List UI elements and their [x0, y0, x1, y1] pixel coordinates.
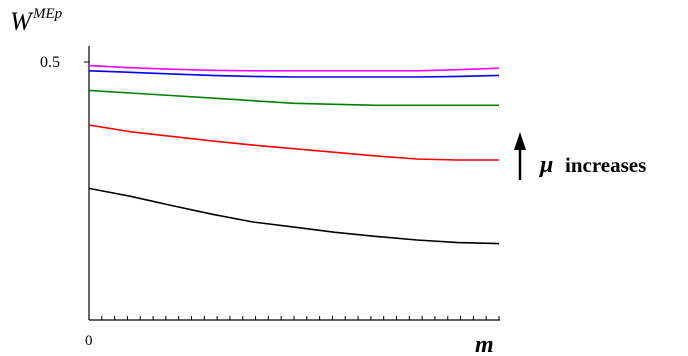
y-axis-label-superscript: MEp — [32, 6, 63, 22]
series-line-1 — [88, 124, 499, 161]
x-minor-ticks — [101, 316, 500, 320]
y-tick-label: 0.5 — [40, 54, 60, 71]
x-tick-label: 0 — [85, 333, 93, 349]
series-lines — [88, 64, 500, 245]
mu-symbol: μ — [538, 152, 553, 178]
mu-increases-annotation: μ increases — [514, 132, 646, 180]
series-line-4 — [88, 64, 500, 72]
x-axis-label: m — [475, 332, 494, 356]
y-axis-label: W — [10, 7, 34, 36]
series-line-3 — [88, 70, 500, 78]
series-line-2 — [88, 89, 499, 107]
annotation-text: increases — [565, 153, 646, 177]
series-line-0 — [88, 187, 500, 245]
up-arrow-icon — [514, 132, 526, 150]
